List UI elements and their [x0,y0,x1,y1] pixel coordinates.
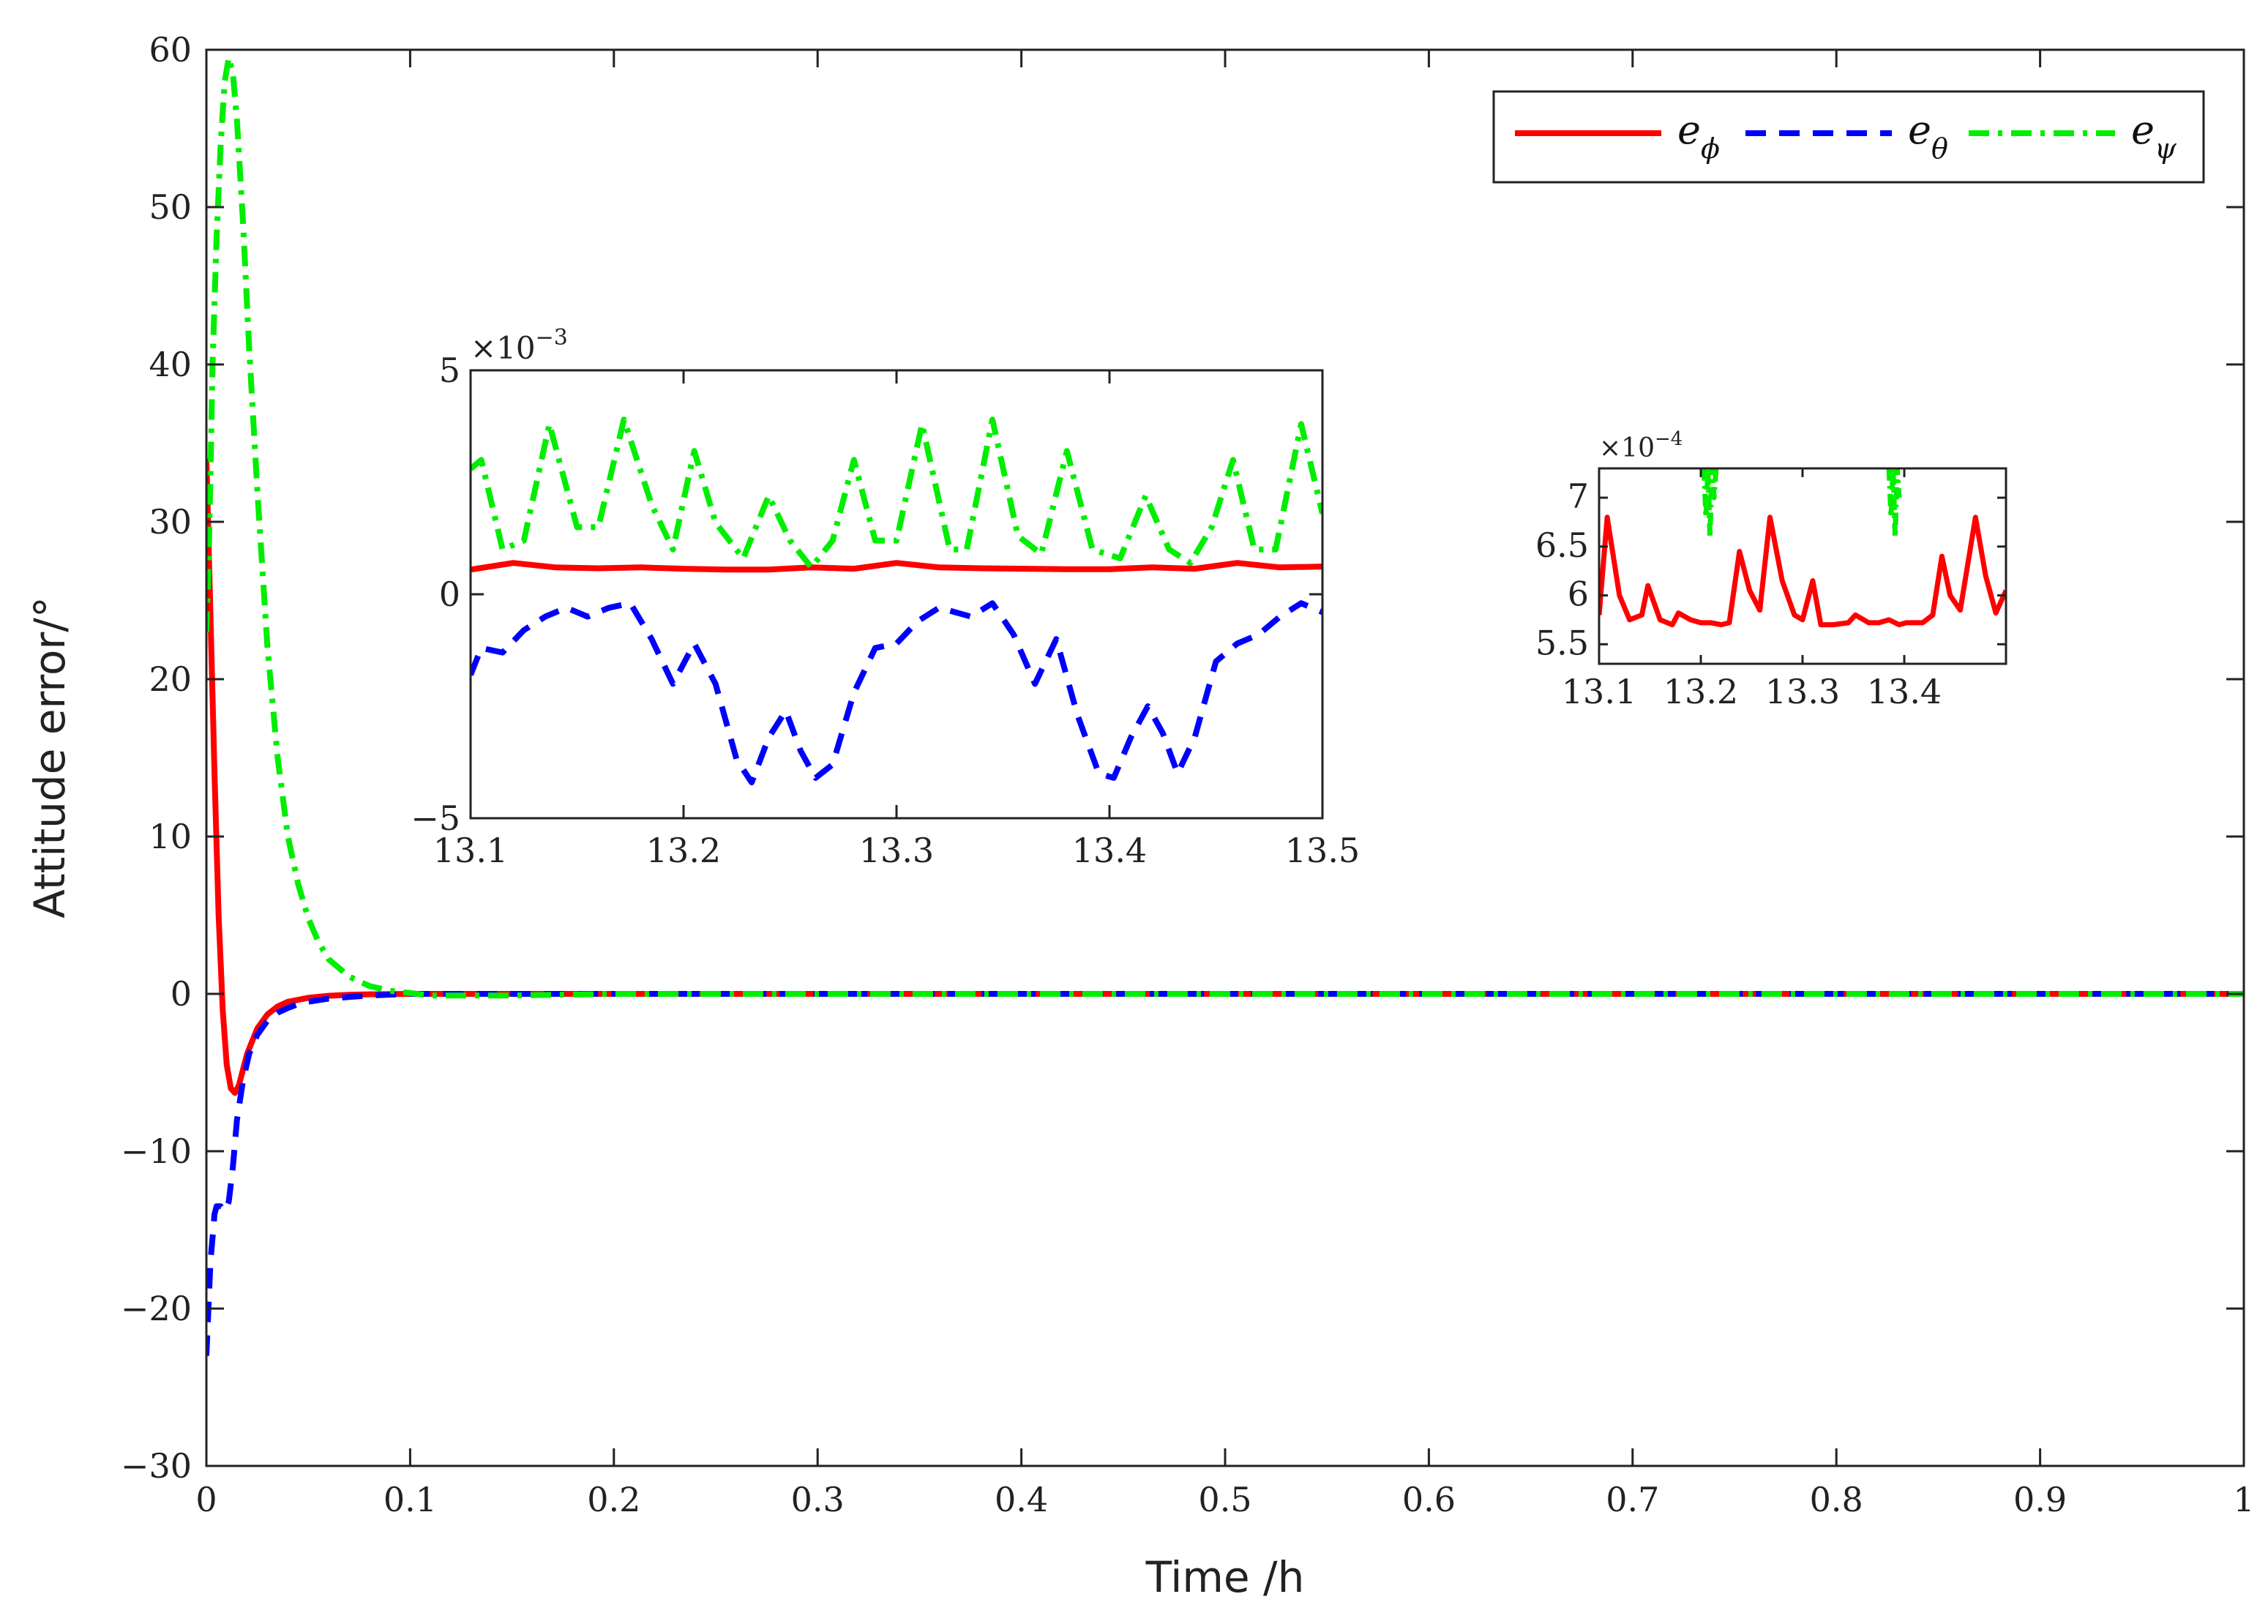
x-tick-label: 0.4 [995,1480,1048,1519]
inset-large-series-e_theta [471,600,1322,785]
inset-small-series-e_psi_2 [1886,468,1902,539]
y-tick-label: 10 [149,817,192,856]
legend-label-1: eθ [1908,107,1948,165]
inset-large-y-tick-label: −5 [411,798,460,838]
inset-small: 13.1 13.2 13.3 13.4 5.5 6 6.5 7 ×10−4 [1535,428,2007,711]
y-tick-label: 30 [149,502,192,542]
inset-small-exponent-label: ×10−4 [1599,428,1683,463]
legend-label-0: eϕ [1677,107,1720,165]
x-tick-label: 0.5 [1198,1480,1251,1519]
y-tick-label: −30 [121,1446,192,1486]
inset-small-x-tick-label: 13.2 [1663,672,1738,711]
y-tick-label: 40 [149,345,192,384]
y-tick-label: −10 [121,1131,192,1171]
inset-large: 13.1 13.2 13.3 13.4 13.5 −5 0 5 ×10−3 [411,325,1360,870]
y-axis-label: Attitude error/° [25,596,75,918]
inset-small-y-tick-label: 6.5 [1535,525,1589,565]
x-tick-label: 1 [2233,1480,2254,1519]
inset-large-y-tick-label: 5 [439,351,460,390]
inset-large-x-tick-label: 13.5 [1285,831,1360,870]
inset-small-y-tick-label: 5.5 [1535,623,1589,662]
inset-small-x-tick-label: 13.4 [1867,672,1942,711]
main-axes: 0 0.1 0.2 0.3 0.4 0.5 0.6 0.7 0.8 0.9 1−30−20−1001… [121,30,2255,1519]
y-tick-label: 0 [171,974,192,1014]
x-tick-label: 0.6 [1402,1480,1456,1519]
inset-large-exponent-label: ×10−3 [471,325,568,366]
x-tick-label: 0.7 [1606,1480,1659,1519]
x-tick-label: 0.8 [1810,1480,1863,1519]
y-tick-label: −20 [121,1289,192,1328]
x-tick-label: 0.3 [791,1480,845,1519]
y-tick-label: 60 [149,30,192,70]
inset-large-x-tick-label: 13.3 [859,831,934,870]
inset-large-x-tick-label: 13.1 [433,831,508,870]
inset-large-y-tick-label: 0 [439,575,460,614]
inset-small-y-tick-label: 6 [1568,575,1589,614]
inset-small-series-e_psi [1701,468,1719,539]
inset-large-x-tick-label: 13.2 [646,831,721,870]
x-tick-label: 0.1 [383,1480,437,1519]
inset-large-x-tick-label: 13.4 [1072,831,1147,870]
inset-small-series-e_phi [1599,514,2006,628]
series-line-e_theta [206,991,2244,1356]
x-tick-label: 0 [195,1480,217,1519]
inset-large-series-e_phi [471,560,1322,573]
y-tick-label: 50 [149,187,192,227]
legend-box [1492,90,2205,184]
legend: eϕ eθ eψ [1492,90,2205,184]
inset-large-series-e_psi [471,416,1322,571]
legend-label-2: eψ [2131,107,2177,165]
inset-small-y-tick-label: 7 [1568,476,1589,516]
x-axis-label: Time /h [1145,1552,1305,1602]
x-tick-label: 0.9 [2013,1480,2067,1519]
inset-small-x-tick-label: 13.1 [1562,672,1636,711]
y-tick-label: 20 [149,659,192,699]
x-tick-label: 0.2 [587,1480,640,1519]
inset-small-x-tick-label: 13.3 [1765,672,1840,711]
inset-large-background [471,370,1322,818]
